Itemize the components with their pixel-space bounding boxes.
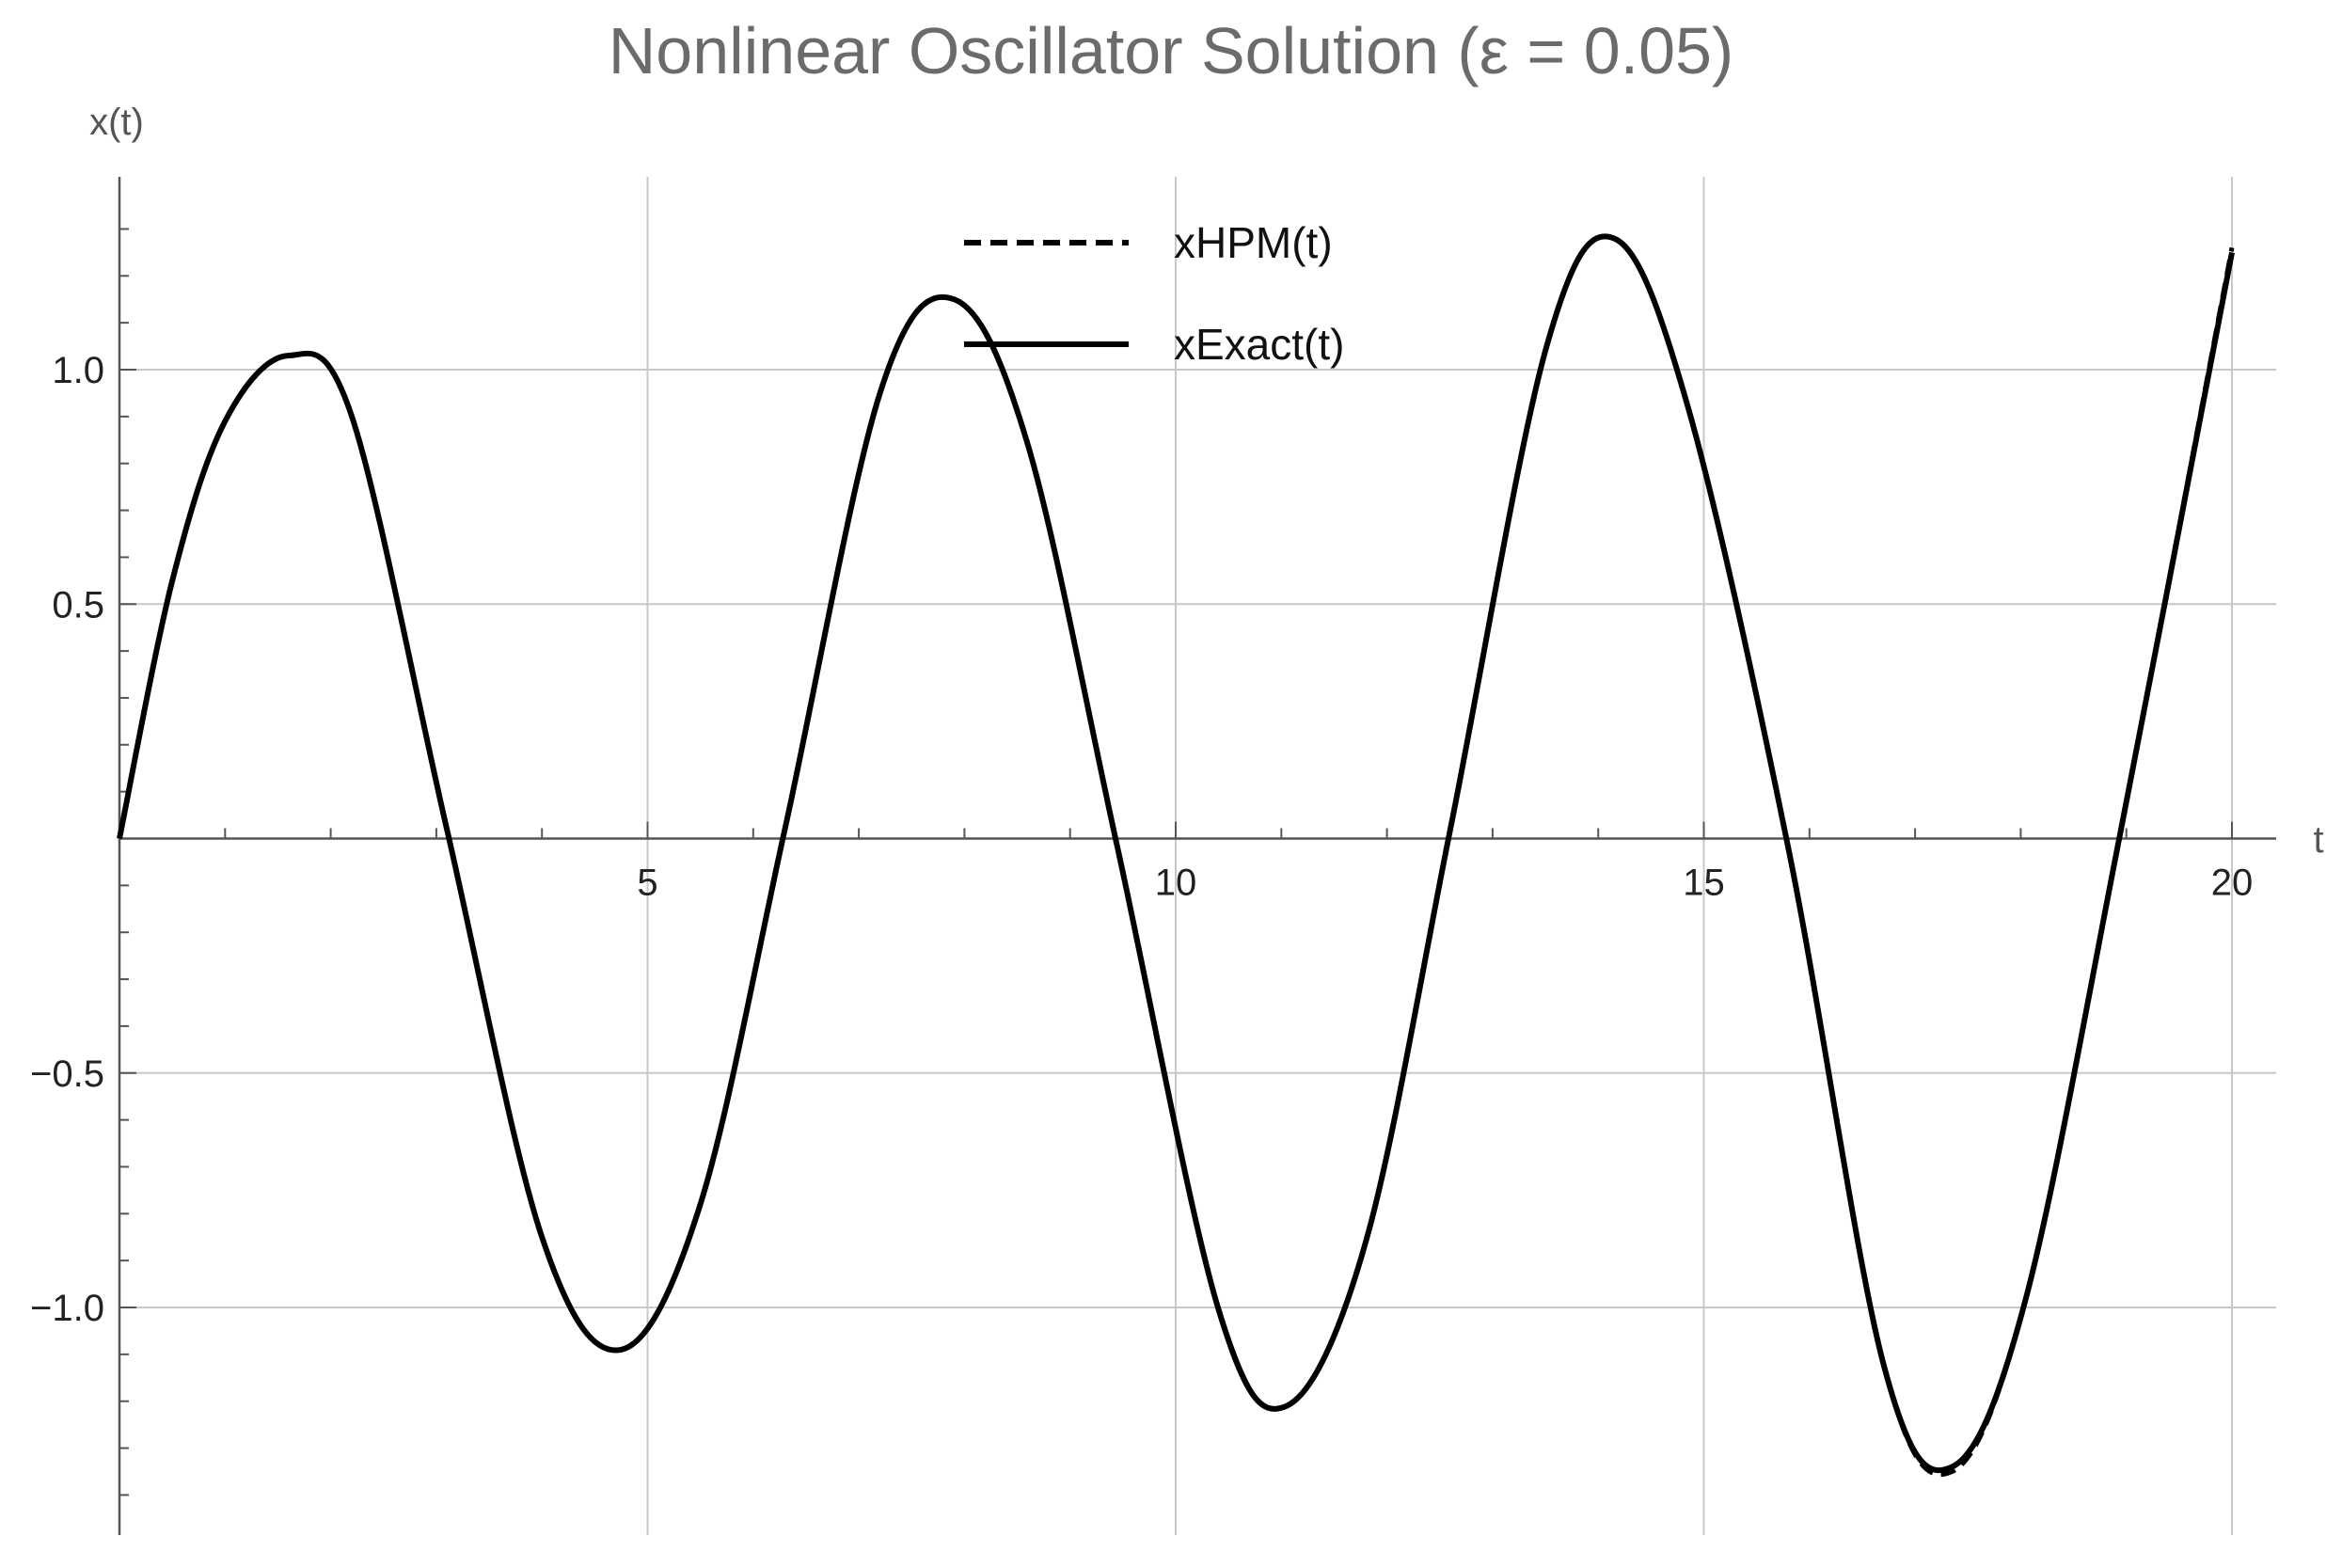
legend-label: xExact(t) — [1174, 320, 1344, 369]
x-tick-label: 15 — [1683, 863, 1725, 904]
y-tick-label: 0.5 — [52, 584, 104, 626]
legend-label: xHPM(t) — [1174, 218, 1333, 267]
x-tick-label: 20 — [2211, 863, 2254, 904]
y-axis-label: x(t) — [89, 102, 144, 143]
x-axis-label: t — [2313, 819, 2323, 861]
x-tick-label: 5 — [637, 863, 657, 904]
legend: xHPM(t) xExact(t) — [964, 218, 1344, 369]
axes — [118, 177, 2276, 1535]
x-tick-label: 10 — [1155, 863, 1197, 904]
y-tick-label: −0.5 — [30, 1053, 104, 1095]
series-line-xexact — [117, 233, 2235, 1473]
ticks: 5 10 15 20 1.0 0.5 −0.5 −1.0 — [30, 228, 2254, 1497]
chart-title: Nonlinear Oscillator Solution (ε = 0.05) — [609, 14, 1734, 87]
y-tick-label: 1.0 — [52, 350, 104, 391]
y-tick-label: −1.0 — [30, 1288, 104, 1329]
grid — [119, 177, 2276, 1535]
series — [117, 233, 2235, 1478]
